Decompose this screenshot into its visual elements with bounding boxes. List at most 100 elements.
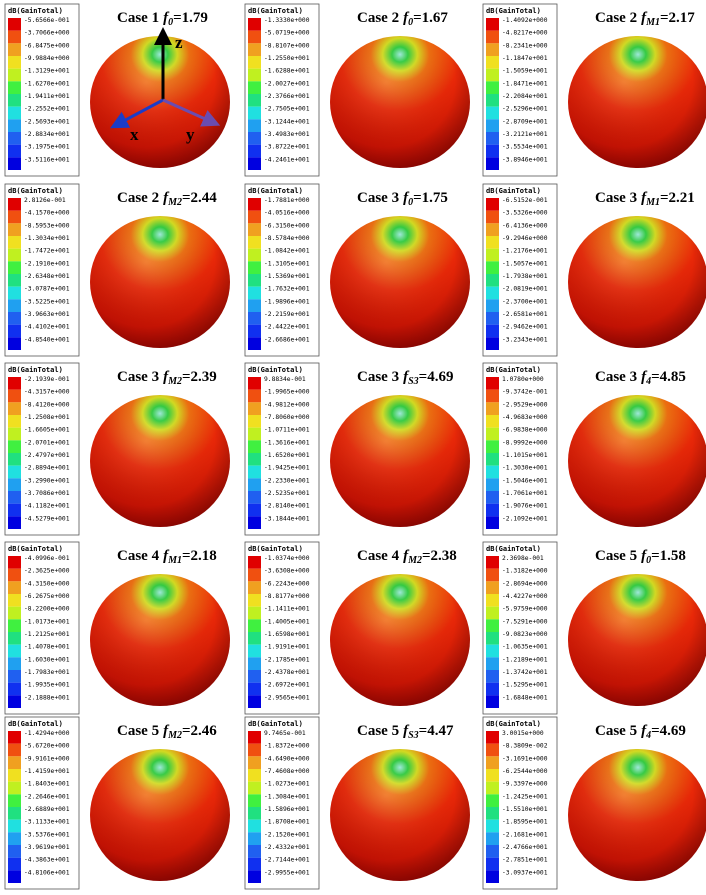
- color-cell: [248, 606, 261, 620]
- legend-label: -2.1092e+001: [502, 515, 548, 522]
- color-cell: [486, 299, 499, 312]
- legend-header: dB(GainTotal): [486, 545, 541, 553]
- color-cell: [248, 94, 261, 107]
- legend-label: -9.0823e+000: [502, 631, 548, 638]
- color-cell: [248, 324, 261, 338]
- legend-label: -4.3150e+000: [24, 580, 70, 587]
- color-cell: [486, 632, 499, 645]
- color-cell: [486, 819, 499, 833]
- color-cell: [486, 606, 499, 620]
- color-cell: [486, 594, 499, 607]
- legend-label: -9.2946e+000: [502, 235, 548, 242]
- title-case: Case 1: [117, 10, 159, 26]
- legend-label: -1.3182e+000: [502, 568, 548, 575]
- legend-label: -1.0842e+001: [264, 248, 310, 255]
- pattern-shade: [90, 395, 230, 527]
- color-cell: [486, 30, 499, 44]
- color-cell: [248, 781, 261, 795]
- title-symbol: f: [403, 10, 410, 26]
- color-cell: [486, 274, 499, 287]
- legend-label: 3.0015e+000: [502, 730, 544, 737]
- color-cell: [486, 731, 499, 744]
- color-cell: [248, 857, 261, 871]
- legend-label: -4.9812e+000: [264, 401, 310, 408]
- title-subscript: M2: [167, 376, 182, 387]
- legend-label: -2.9955e+001: [264, 869, 310, 876]
- color-cell: [8, 478, 21, 491]
- legend-label: -1.5295e+001: [502, 682, 548, 689]
- color-cell: [248, 619, 261, 632]
- title-value: =4.47: [419, 723, 454, 739]
- color-cell: [8, 389, 21, 403]
- legend-label: -6.2544e+000: [502, 768, 548, 775]
- legend-label: -2.8894e+001: [24, 465, 70, 472]
- legend-header: dB(GainTotal): [248, 545, 303, 553]
- legend-label: -2.6686e+001: [264, 336, 310, 343]
- legend-label: -2.2159e+001: [264, 311, 310, 318]
- color-cell: [486, 581, 499, 594]
- legend-label: -1.1411e+001: [264, 606, 310, 613]
- legend-label: -1.3742e+001: [502, 669, 548, 676]
- legend-label: -1.7881e+000: [264, 197, 310, 204]
- title-case: Case 2: [595, 10, 637, 26]
- panel-title: Case 3 fS3=4.69: [357, 369, 453, 387]
- legend-label: -1.2508e+001: [24, 414, 70, 421]
- color-cell: [248, 695, 261, 708]
- legend-header: dB(GainTotal): [486, 720, 541, 728]
- title-subscript: M2: [407, 555, 422, 566]
- color-cell: [8, 743, 21, 757]
- title-subscript: S3: [408, 730, 419, 741]
- color-cell: [248, 157, 261, 170]
- color-cell: [8, 68, 21, 82]
- color-cell: [486, 261, 499, 274]
- legend-label: -1.0374e+000: [264, 555, 310, 562]
- color-cell: [8, 657, 21, 670]
- legend-header: dB(GainTotal): [248, 187, 303, 195]
- panel-title: Case 3 fM2=2.39: [117, 369, 217, 387]
- legend-label: -4.2461e+001: [264, 156, 310, 163]
- color-cell: [486, 453, 499, 466]
- legend-label: -1.8471e+001: [502, 80, 548, 87]
- legend-label: -7.5291e+000: [502, 618, 548, 625]
- legend-label: -3.8946e+001: [502, 156, 548, 163]
- panel: dB(GainTotal) -4.0996e-001 -2.3625e+000 -4.…: [4, 541, 230, 715]
- legend-label: -2.5296e+001: [502, 106, 548, 113]
- legend-label: -4.4227e+000: [502, 593, 548, 600]
- color-cell: [8, 299, 21, 312]
- title-symbol: f: [641, 723, 648, 739]
- legend-label: -6.2243e+000: [264, 580, 310, 587]
- legend-label: -8.5784e+000: [264, 235, 310, 242]
- panel-title: Case 2 fM2=2.44: [117, 190, 217, 208]
- color-cell: [8, 286, 21, 300]
- color-cell: [248, 807, 261, 820]
- pattern-shade: [568, 749, 706, 881]
- title-subscript: M1: [167, 555, 182, 566]
- title-value: =2.44: [182, 190, 217, 206]
- legend-label: -1.5369e+001: [264, 273, 310, 280]
- color-cell: [8, 427, 21, 441]
- color-cell: [248, 337, 261, 350]
- legend-label: -3.5225e+001: [24, 298, 70, 305]
- legend-label: -4.4102e+001: [24, 324, 70, 331]
- legend-label: -4.3863e+001: [24, 857, 70, 864]
- title-value: =2.38: [422, 548, 457, 564]
- title-subscript: S3: [408, 376, 419, 387]
- legend-label: -2.7851e+001: [502, 857, 548, 864]
- color-cell: [8, 81, 21, 94]
- legend-label: -2.8694e+000: [502, 580, 548, 587]
- axis-label: x: [130, 125, 139, 144]
- legend-label: -1.0711e+001: [264, 427, 310, 434]
- legend-label: -9.3397e+000: [502, 781, 548, 788]
- pattern-shade: [90, 574, 230, 706]
- legend-label: -2.4797e+001: [24, 452, 70, 459]
- color-cell: [486, 440, 499, 453]
- panel: dB(GainTotal) 2.3698e-001 -1.3182e+000 -2.8…: [482, 541, 706, 715]
- legend-label: 1.0780e+000: [502, 376, 544, 383]
- color-cell: [248, 516, 261, 529]
- panel: dB(GainTotal) -1.0374e+000 -3.6308e+000 -6.…: [244, 541, 470, 715]
- title-symbol: f: [163, 10, 170, 26]
- legend-label: -2.1681e+001: [502, 831, 548, 838]
- color-cell: [486, 781, 499, 795]
- color-cell: [248, 198, 261, 211]
